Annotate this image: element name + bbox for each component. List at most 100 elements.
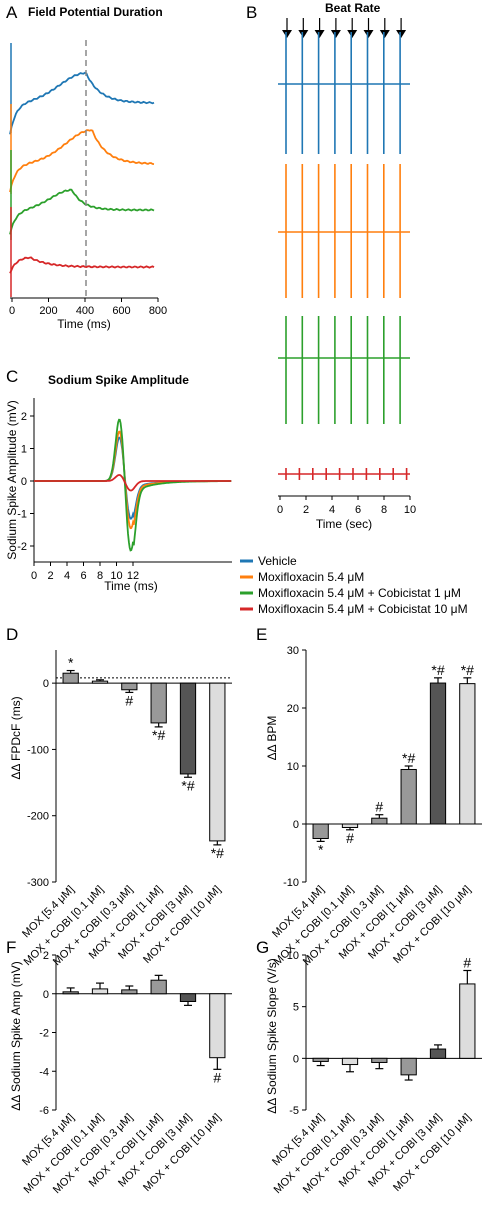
panel-c-x-tick-label: 2: [47, 570, 53, 582]
panel-c-letter: C: [6, 367, 18, 386]
panel-c-x-label: Time (ms): [104, 579, 158, 593]
panel-d-y-label: ΔΔ FPDcF (ms): [9, 696, 23, 779]
panel-e-y-tick-label: 30: [287, 645, 299, 657]
panel-e-bar: [312, 823, 329, 839]
panel-g: G ΔΔ Sodium Spike Slope (V/s) 1050-5MOX …: [256, 938, 482, 1196]
panel-f-y-label: ΔΔ Sodium Spike Amp (mV): [9, 961, 23, 1110]
panel-c-y-tick-label: 2: [21, 411, 27, 423]
panel-e-y-label: ΔΔ BPM: [265, 716, 279, 761]
panel-c-y-ticks: 2 1 0 -1 -2: [17, 411, 34, 553]
panel-a-trace-cobi1: [9, 188, 155, 235]
panel-a-trace-mox: [9, 129, 155, 193]
panel-b-traces: [278, 32, 410, 480]
panel-f-bar: [121, 989, 138, 995]
panel-g-y-label: ΔΔ Sodium Spike Slope (V/s): [265, 958, 279, 1113]
panel-f-letter: F: [6, 938, 16, 957]
panel-d-chart: 0-100-200-300*MOX [5.4 μM]MOX + COBI [0.…: [20, 650, 232, 968]
panel-f-y-tick-label: 2: [43, 950, 49, 962]
panel-f-bar: [150, 979, 167, 995]
panel-g-y-tick-label: 10: [287, 950, 299, 962]
panel-d-significance-label: *#: [181, 777, 194, 793]
panel-g-y-tick-label: 0: [293, 1053, 299, 1065]
panel-b-x-label: Time (sec): [316, 517, 372, 531]
legend-label-cobi10: Moxifloxacin 5.4 μM + Cobicistat 10 μM: [258, 602, 468, 616]
panel-e-y-tick-label: 0: [293, 819, 299, 831]
panel-e-y-tick-label: -10: [283, 877, 299, 889]
panel-d: D ΔΔ FPDcF (ms) 0-100-200-300*MOX [5.4 μ…: [6, 625, 232, 968]
panel-f-y-tick-label: 0: [43, 989, 49, 1001]
panel-a-x-tick-label: 800: [149, 305, 167, 317]
panel-b-x-tick-label: 8: [381, 504, 387, 516]
panel-a-x-tick-label: 600: [112, 305, 130, 317]
panel-d-letter: D: [6, 625, 18, 644]
panel-a: A Field Potential Duration 0 200 400 600 800…: [6, 3, 167, 331]
panel-b-beat-arrows: [282, 18, 407, 38]
panel-g-bar: [459, 983, 476, 1059]
panel-c-trace-cobi1: [34, 418, 232, 552]
panel-a-title: Field Potential Duration: [28, 5, 163, 19]
panel-e-bar: [429, 682, 447, 825]
panel-g-bar: [341, 1057, 359, 1066]
panel-c-trace-cobi10: [34, 474, 232, 492]
panel-b-beat-arrow: [379, 30, 390, 38]
panel-b-x-tick-label: 6: [355, 504, 361, 516]
panel-f-bar: [91, 988, 109, 995]
panel-d-bar: [150, 682, 167, 724]
panel-a-trace-cobi10: [9, 256, 155, 274]
panel-b-x-ticks: 0 2 4 6 8 10: [277, 496, 416, 516]
panel-f-bar: [209, 993, 226, 1059]
panel-d-bar: [62, 672, 79, 684]
panel-b-beat-arrow: [396, 30, 407, 38]
panel-a-letter: A: [6, 3, 18, 22]
panel-e-bar: [371, 817, 388, 825]
panel-d-y-tick-label: -100: [27, 744, 49, 756]
panel-g-letter: G: [256, 938, 269, 957]
panel-g-bar: [371, 1057, 388, 1063]
panel-a-traces: [9, 43, 155, 297]
panel-b-beat-arrow: [298, 30, 309, 38]
panel-c-y-tick-label: 1: [21, 444, 27, 456]
panel-d-bar: [209, 682, 226, 842]
panel-b-beat-arrow: [330, 30, 341, 38]
panel-e-letter: E: [256, 625, 267, 644]
panel-f-y-tick-label: -4: [39, 1066, 49, 1078]
panel-a-x-label: Time (ms): [57, 317, 111, 331]
legend-label-mox: Moxifloxacin 5.4 μM: [258, 570, 364, 584]
panel-a-x-ticks: 0 200 400 600 800: [9, 298, 167, 317]
panel-g-bar: [429, 1048, 447, 1059]
panel-d-bar: [121, 682, 138, 691]
panel-e-significance-label: *#: [431, 662, 444, 678]
panel-e-significance-label: *: [318, 841, 324, 857]
panel-a-x-tick-label: 400: [76, 305, 94, 317]
panel-b-x-tick-label: 0: [277, 504, 283, 516]
panel-d-bar: [91, 680, 109, 684]
panel-c-x-tick-label: 8: [97, 570, 103, 582]
panel-f-y-tick-label: -6: [39, 1105, 49, 1117]
panel-b-letter: B: [246, 3, 257, 22]
panel-b-x-tick-label: 2: [303, 504, 309, 516]
panel-a-x-tick-label: 0: [9, 305, 15, 317]
panel-c-title: Sodium Spike Amplitude: [48, 373, 189, 387]
panel-b-title: Beat Rate: [325, 1, 381, 15]
panel-c-y-tick-label: -2: [17, 541, 27, 553]
panel-d-significance-label: *: [68, 655, 74, 671]
panel-e-bar: [459, 683, 476, 825]
panel-c-y-label: Sodium Spike Amplitude (mV): [5, 400, 19, 559]
panel-b-x-tick-label: 10: [404, 504, 416, 516]
panel-e-significance-label: #: [346, 830, 354, 846]
panel-f-bar: [179, 993, 197, 1002]
panel-b-beat-arrow: [347, 30, 358, 38]
panel-e-significance-label: #: [375, 799, 383, 815]
legend-label-vehicle: Vehicle: [258, 554, 297, 568]
panel-f-bar: [62, 991, 79, 995]
panel-g-significance-label: #: [463, 955, 471, 971]
panel-c-x-tick-label: 6: [80, 570, 86, 582]
panel-d-significance-label: *#: [211, 845, 224, 861]
panel-d-significance-label: #: [125, 692, 133, 708]
panel-c-y-tick-label: -1: [17, 509, 27, 521]
panel-c-x-tick-label: 12: [127, 570, 139, 582]
panel-d-significance-label: *#: [152, 727, 165, 743]
